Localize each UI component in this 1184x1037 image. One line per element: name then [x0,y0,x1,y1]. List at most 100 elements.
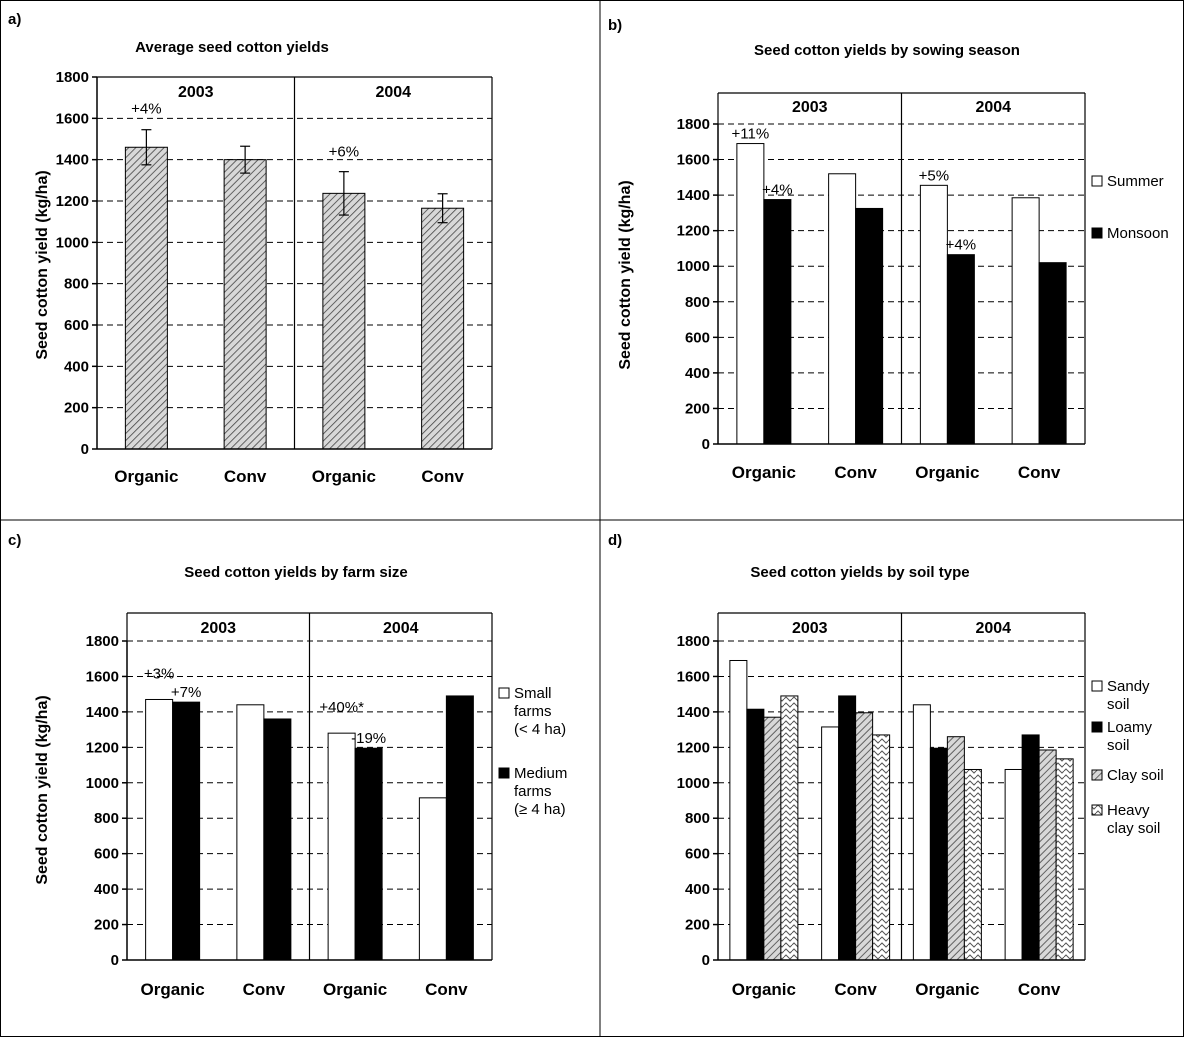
y-tick-label: 1600 [86,668,119,685]
data-annotation: +4% [946,237,976,254]
x-tick-label: Conv [1018,463,1061,482]
bar [855,207,884,445]
legend-label: (≥ 4 ha) [514,801,566,818]
y-tick-label: 400 [685,881,710,898]
group-label: 2004 [975,99,1011,116]
bar [327,732,356,961]
plot-area: 0 200 400 600 800 1000 1200 1400 1600 1800 2003 200… [677,92,1169,482]
y-tick-label: 1000 [86,775,119,792]
bar [236,704,265,961]
chart-title: Average seed cotton yields [135,39,329,56]
plot-area: 0 200 400 600 800 1000 1200 1400 1600 1800 2003 200… [56,69,493,486]
bar [855,712,874,961]
bar [1004,768,1023,961]
panel-letter: b) [608,17,622,34]
bar [929,747,948,961]
legend-label: Sandy [1107,678,1150,695]
group-label: 2004 [375,84,411,101]
bar [418,797,447,961]
legend-label: Medium [514,765,567,782]
y-tick-label: 1400 [677,187,710,204]
y-tick-label: 1800 [56,69,89,86]
y-tick-label: 1600 [677,152,710,169]
bar [421,207,465,450]
legend-swatch [1091,721,1103,733]
bar [1011,197,1040,445]
bar [763,716,782,961]
bar [919,184,948,445]
chart-title: Seed cotton yields by sowing season [754,42,1020,59]
y-tick-label: 600 [64,317,89,334]
plot-area: 0 200 400 600 800 1000 1200 1400 1600 1800 2003 200… [677,612,1164,999]
legend-label: Clay soil [1107,767,1164,784]
legend-label: farms [514,783,552,800]
x-tick-label: Conv [1018,980,1061,999]
bar [946,254,975,445]
panel-letter: a) [8,11,21,28]
group-label: 2003 [178,84,214,101]
y-tick-label: 1200 [677,739,710,756]
y-tick-label: 1000 [56,234,89,251]
y-tick-label: 1400 [86,704,119,721]
y-tick-label: 400 [685,365,710,382]
y-tick-label: 1000 [677,258,710,275]
data-annotation: +11% [732,126,770,143]
bar [746,708,765,961]
data-annotation: +7% [171,684,201,701]
y-tick-label: 1600 [56,110,89,127]
legend-label: Summer [1107,173,1164,190]
x-tick-label: Conv [243,980,286,999]
group-label: 2003 [792,99,828,116]
y-tick-label: 800 [64,276,89,293]
y-tick-label: 600 [685,329,710,346]
group-label: 2004 [383,620,419,637]
data-annotation: +40%* [319,699,364,716]
x-tick-label: Organic [915,463,979,482]
y-tick-label: 0 [111,952,119,969]
legend-swatch [1091,680,1103,692]
x-tick-label: Organic [141,980,205,999]
x-tick-label: Conv [834,463,877,482]
bar [963,768,982,961]
y-tick-label: 400 [94,881,119,898]
legend-label: Loamy [1107,719,1153,736]
x-tick-label: Conv [425,980,468,999]
y-axis-label: Seed cotton yield (kg/ha) [34,170,51,359]
bar [263,718,292,961]
group-label: 2004 [975,620,1011,637]
legend-label: Heavy [1107,802,1150,819]
legend-swatch [1091,769,1103,781]
chart-title: Seed cotton yields by farm size [184,564,407,581]
panel-c-yields-by-farm-size: c) Seed cotton yields by farm size Seed … [8,532,567,999]
x-tick-label: Organic [915,980,979,999]
y-tick-label: 0 [702,952,710,969]
bar [946,736,965,961]
bar [729,659,748,961]
legend-swatch [1091,175,1103,187]
bar [1021,734,1040,961]
legend-swatch [498,687,510,699]
y-tick-label: 200 [94,917,119,934]
panel-d-yields-by-soil-type: d) Seed cotton yields by soil type 0 2004… [608,532,1164,999]
x-tick-label: Organic [114,467,178,486]
bar [354,747,383,961]
panel-letter: c) [8,532,21,549]
legend-label: (< 4 ha) [514,721,566,738]
panel-a-yields-average: a) Average seed cotton yields Seed cotto… [8,11,493,486]
bar [1038,749,1057,961]
data-annotation: +6% [329,144,359,161]
y-tick-label: 1400 [56,152,89,169]
data-annotation: +4% [762,182,792,199]
panel-letter: d) [608,532,622,549]
legend-label: soil [1107,737,1130,754]
bar [872,734,891,961]
y-axis-label: Seed cotton yield (kg/ha) [617,180,634,369]
legend-label: Monsoon [1107,225,1169,242]
x-tick-label: Conv [421,467,464,486]
bar [124,146,168,450]
data-annotation: +5% [919,167,949,184]
legend-label: clay soil [1107,820,1160,837]
legend-swatch [1091,804,1103,816]
y-tick-label: 0 [81,441,89,458]
chart-title: Seed cotton yields by soil type [750,564,969,581]
